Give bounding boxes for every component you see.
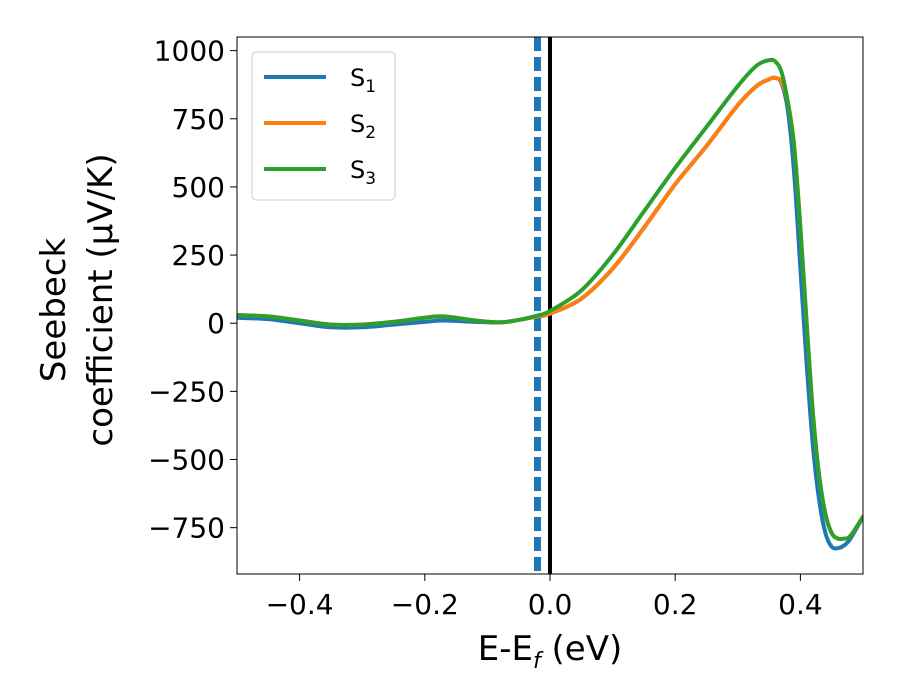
- legend-label: S2: [350, 110, 376, 143]
- x-tick-label: 0.4: [778, 588, 823, 621]
- y-tick-label: −750: [148, 512, 225, 545]
- x-tick-label: −0.4: [266, 588, 334, 621]
- legend-item-s3: S3: [264, 156, 376, 189]
- legend: S1 S2 S3: [251, 51, 396, 201]
- y-tick-label: 0: [207, 307, 225, 340]
- y-tick-label: 1000: [154, 35, 225, 68]
- y-tick-label: 500: [172, 171, 225, 204]
- x-tick-label: −0.2: [391, 588, 459, 621]
- x-axis-title: E-Ef (eV): [478, 629, 623, 674]
- series-line-s3: [237, 57, 863, 542]
- x-tick-label: 0.2: [653, 588, 698, 621]
- legend-label: S3: [350, 156, 376, 189]
- y-axis-title-line2: coefficient (μV/K): [81, 153, 121, 446]
- legend-box: [251, 51, 396, 201]
- y-tick-label: 750: [172, 103, 225, 136]
- y-tick-label: −250: [148, 375, 225, 408]
- legend-item-s1: S1: [264, 64, 376, 97]
- y-tick-label: 250: [172, 239, 225, 272]
- y-axis-title: Seebeck coefficient (μV/K): [34, 153, 121, 446]
- y-tick-label: −500: [148, 444, 225, 477]
- y-axis-title-line1: Seebeck: [34, 238, 74, 383]
- x-tick-label: 0.0: [528, 588, 573, 621]
- legend-item-s2: S2: [264, 110, 376, 143]
- legend-label: S1: [350, 64, 376, 97]
